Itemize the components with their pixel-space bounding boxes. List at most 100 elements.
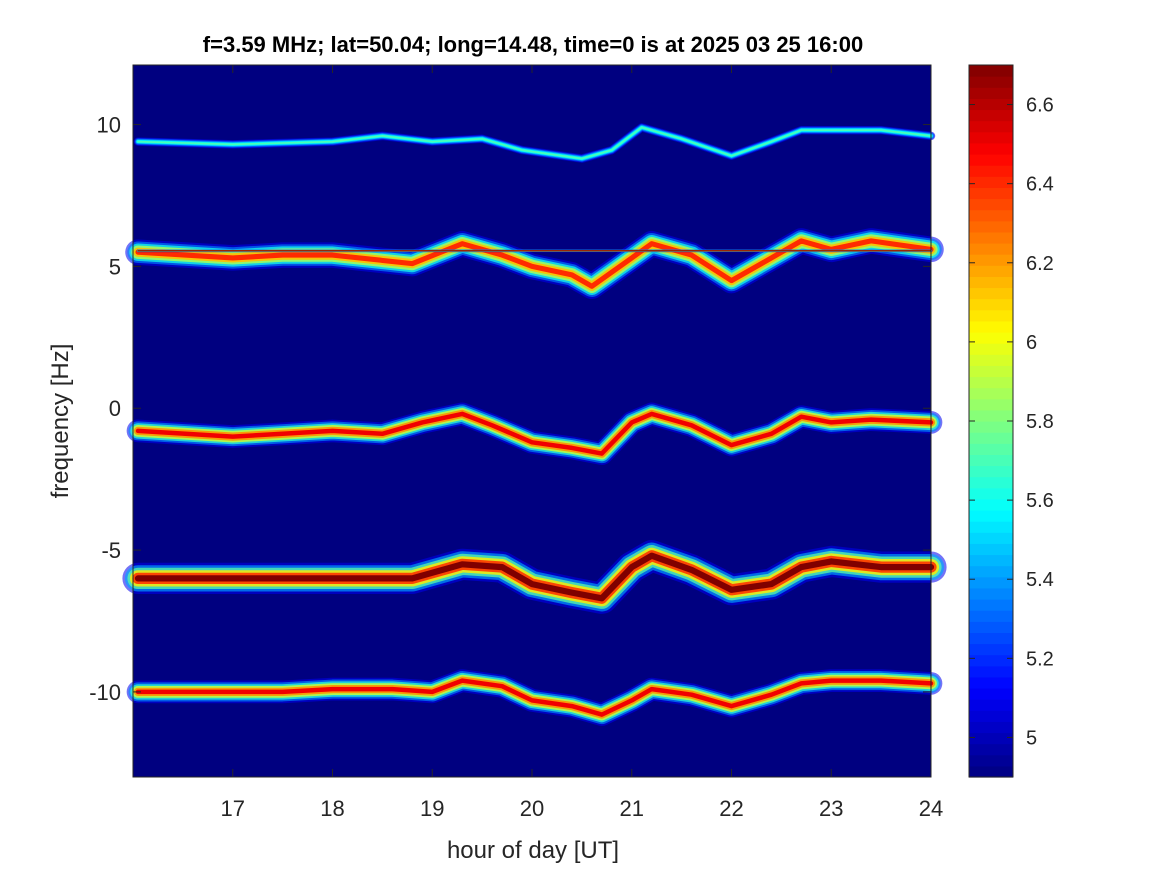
- colorbar-band: [969, 710, 1013, 722]
- colorbar-band: [969, 332, 1013, 344]
- colorbar-band: [969, 465, 1013, 478]
- y-tick-label: 0: [109, 396, 121, 421]
- colorbar-tick-label: 5.6: [1026, 490, 1054, 512]
- trace-4: [122, 540, 947, 614]
- trace-0: [133, 123, 936, 163]
- colorbar-band: [969, 187, 1013, 200]
- x-tick-label: 17: [221, 796, 245, 821]
- x-tick-label: 22: [719, 796, 743, 821]
- colorbar-band: [969, 65, 1013, 77]
- spectral-traces: [122, 123, 947, 726]
- colorbar-band: [969, 298, 1013, 311]
- trace-5-band-5: [135, 678, 934, 717]
- colorbar-band: [969, 521, 1013, 533]
- colorbar-band: [969, 576, 1013, 589]
- trace-0-band-5: [137, 126, 932, 160]
- x-axis-label: hour of day [UT]: [447, 837, 619, 864]
- colorbar-band: [969, 510, 1013, 522]
- colorbar-band: [969, 765, 1013, 778]
- colorbar-band: [969, 565, 1013, 578]
- colorbar-band: [969, 688, 1013, 700]
- colorbar-band: [969, 421, 1013, 433]
- colorbar-band: [969, 599, 1013, 611]
- colorbar-ticks: 6.6 6.4 6.2 6 5.8 5.6 5.4 5.2 5: [969, 95, 1054, 749]
- colorbar-band: [969, 276, 1013, 289]
- colorbar-tick-label: 6.2: [1026, 253, 1054, 275]
- x-axis: 17 18 19 20 21 22 23 24: [221, 65, 943, 821]
- colorbar-band: [969, 587, 1013, 600]
- colorbar-tick-label: 6.4: [1026, 174, 1054, 196]
- colorbar-band: [969, 220, 1013, 233]
- colorbar-tick-label: 5.2: [1026, 648, 1054, 670]
- colorbar-band: [969, 743, 1013, 756]
- y-tick-label: -10: [89, 680, 121, 705]
- colorbar-band: [969, 476, 1013, 489]
- colorbar-band: [969, 343, 1013, 355]
- trace-3-band-5: [135, 411, 934, 456]
- colorbar: 6.6 6.4 6.2 6 5.8 5.6 5.4 5.2 5: [968, 64, 1054, 778]
- trace-1: [125, 228, 944, 300]
- trace-1-band-5: [135, 238, 934, 289]
- colorbar-band: [969, 754, 1013, 767]
- colorbar-band: [969, 398, 1013, 411]
- x-tick-label: 20: [520, 796, 544, 821]
- colorbar-tick-label: 6: [1026, 332, 1037, 354]
- colorbar-band: [969, 265, 1013, 277]
- colorbar-band: [969, 287, 1013, 300]
- colorbar-band: [969, 632, 1013, 645]
- colorbar-band: [969, 610, 1013, 622]
- colorbar-band: [969, 142, 1013, 155]
- x-tick-label: 18: [320, 796, 344, 821]
- colorbar-band: [969, 498, 1013, 511]
- colorbar-band: [969, 154, 1013, 166]
- colorbar-band: [969, 231, 1013, 244]
- colorbar-band: [969, 621, 1013, 633]
- colorbar-band: [969, 376, 1013, 389]
- colorbar-band: [969, 532, 1013, 544]
- colorbar-tick-label: 5.8: [1026, 411, 1054, 433]
- colorbar-band: [969, 665, 1013, 678]
- colorbar-band: [969, 387, 1013, 400]
- colorbar-band: [969, 443, 1013, 455]
- colorbar-band: [969, 98, 1013, 111]
- colorbar-band: [969, 254, 1013, 266]
- y-tick-label: -5: [101, 538, 121, 563]
- colorbar-band: [969, 365, 1013, 378]
- colorbar-band: [969, 320, 1013, 333]
- x-tick-label: 24: [919, 796, 943, 821]
- plot-area: [122, 64, 947, 778]
- colorbar-tick-label: 5.4: [1026, 569, 1054, 591]
- colorbar-tick-label: 5: [1026, 727, 1037, 749]
- colorbar-band: [969, 699, 1013, 711]
- trace-5: [126, 669, 943, 726]
- colorbar-band: [969, 676, 1013, 689]
- colorbar-band: [969, 131, 1013, 144]
- trace-3: [126, 402, 943, 465]
- colorbar-band: [969, 109, 1013, 122]
- x-tick-label: 21: [620, 796, 644, 821]
- colorbar-band: [969, 76, 1013, 88]
- chart-title: f=3.59 MHz; lat=50.04; long=14.48, time=…: [203, 32, 863, 57]
- colorbar-band: [969, 354, 1013, 366]
- x-tick-label: 19: [420, 796, 444, 821]
- y-tick-label: 5: [109, 254, 121, 279]
- colorbar-band: [969, 198, 1013, 211]
- colorbar-gradient: [969, 65, 1013, 778]
- x-tick-label: 23: [819, 796, 843, 821]
- colorbar-band: [969, 243, 1013, 255]
- colorbar-tick-label: 6.6: [1026, 95, 1054, 117]
- colorbar-band: [969, 554, 1013, 567]
- trace-4-band-5: [134, 552, 935, 602]
- colorbar-band: [969, 176, 1013, 188]
- y-axis-label: frequency [Hz]: [47, 344, 74, 499]
- colorbar-band: [969, 643, 1013, 656]
- colorbar-band: [969, 454, 1013, 467]
- colorbar-band: [969, 487, 1013, 500]
- colorbar-band: [969, 409, 1013, 422]
- colorbar-band: [969, 654, 1013, 667]
- colorbar-band: [969, 721, 1013, 734]
- colorbar-band: [969, 165, 1013, 177]
- colorbar-band: [969, 732, 1013, 745]
- colorbar-band: [969, 309, 1013, 322]
